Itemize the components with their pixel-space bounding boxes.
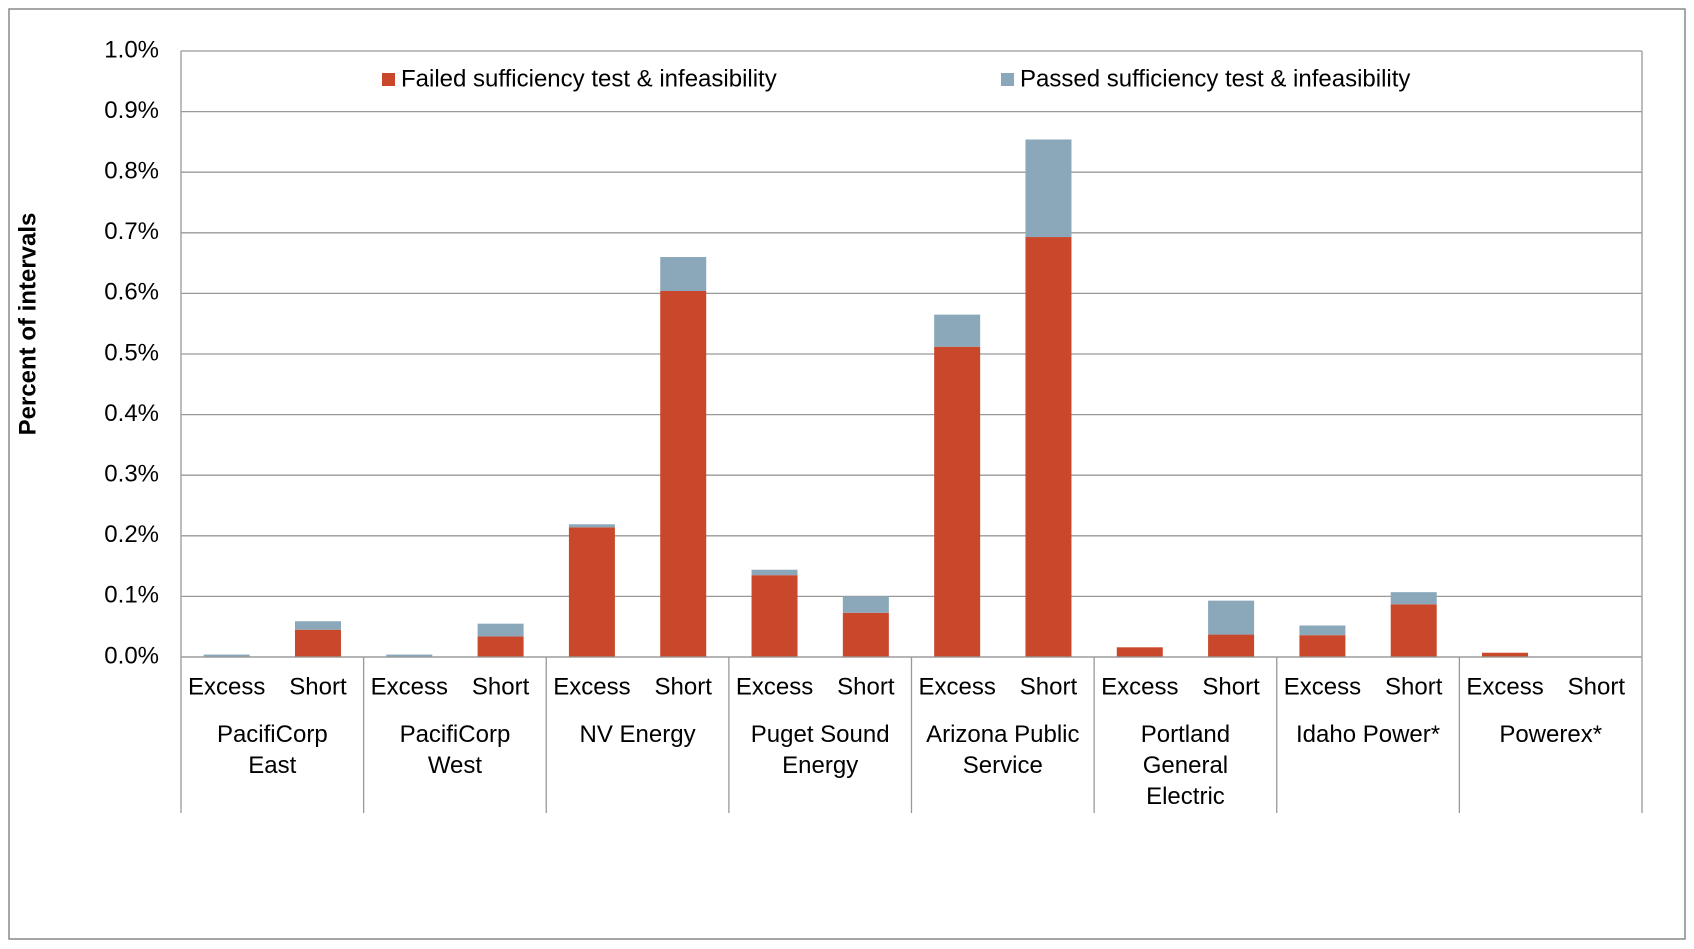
group-label-line: East — [248, 752, 296, 779]
x-tick-label: Short — [837, 673, 895, 700]
bar-segment — [751, 569, 798, 576]
bar-segment — [934, 346, 981, 657]
group-label-line: Powerex* — [1499, 721, 1602, 748]
x-tick-label: Excess — [918, 673, 995, 700]
group-label: Arizona Public Service — [926, 721, 1079, 779]
group-label-line: Portland — [1141, 721, 1230, 748]
x-tick-label: Excess — [736, 673, 813, 700]
y-tick-label: 0.7% — [104, 218, 159, 245]
bar-segment — [1208, 600, 1255, 635]
group-label-line: Idaho Power* — [1296, 721, 1440, 748]
bar-segment — [842, 612, 889, 657]
bar-segment — [1116, 647, 1163, 657]
y-tick-label: 1.0% — [104, 36, 159, 63]
bar-segment — [1208, 634, 1255, 657]
bar-segment — [1299, 635, 1346, 657]
bar-segment — [1025, 237, 1072, 658]
bar-segment — [294, 629, 341, 657]
group-label-line: Energy — [782, 752, 858, 779]
group-label-line: General — [1143, 752, 1228, 779]
group-label: PacifiCorp East — [217, 721, 328, 779]
bar-segment — [1025, 139, 1072, 238]
group-label-line: Service — [963, 752, 1043, 779]
legend-label: Failed sufficiency test & infeasibility — [401, 65, 777, 92]
legend-swatch — [1001, 73, 1014, 86]
group-label: PacifiCorp West — [400, 721, 511, 779]
bar-segment — [751, 575, 798, 657]
bar-segment — [294, 621, 341, 630]
x-tick-label: Short — [1385, 673, 1443, 700]
x-tick-label: Short — [1568, 673, 1626, 700]
group-label: Idaho Power* — [1296, 721, 1440, 748]
group-label-line: PacifiCorp — [400, 721, 511, 748]
group-label-line: PacifiCorp — [217, 721, 328, 748]
x-tick-label: Excess — [1284, 673, 1361, 700]
x-tick-label: Excess — [371, 673, 448, 700]
x-tick-label: Short — [472, 673, 530, 700]
x-tick-label: Excess — [553, 673, 630, 700]
bar-segment — [1390, 592, 1437, 605]
bar-segment — [660, 257, 707, 291]
group-label: NV Energy — [580, 721, 696, 748]
x-tick-label: Excess — [1466, 673, 1543, 700]
group-label: Portland General Electric — [1141, 721, 1230, 810]
legend-swatch — [382, 73, 395, 86]
bar-segment — [477, 623, 524, 637]
group-label-line: NV Energy — [580, 721, 696, 748]
y-tick-label: 0.3% — [104, 461, 159, 488]
bar-segment — [934, 314, 981, 347]
y-tick-label: 0.0% — [104, 642, 159, 669]
bar-segment — [1482, 652, 1529, 657]
bar-segment — [842, 596, 889, 613]
group-label-line: Electric — [1146, 783, 1225, 810]
y-tick-label: 0.5% — [104, 339, 159, 366]
bar-segment — [568, 524, 615, 528]
y-tick-label: 0.1% — [104, 582, 159, 609]
y-tick-label: 0.8% — [104, 158, 159, 185]
bar-segment — [203, 654, 250, 657]
y-tick-label: 0.4% — [104, 400, 159, 427]
legend-label: Passed sufficiency test & infeasibility — [1020, 65, 1410, 92]
x-tick-label: Excess — [1101, 673, 1178, 700]
y-tick-label: 0.6% — [104, 279, 159, 306]
x-tick-label: Short — [289, 673, 347, 700]
group-label: Puget Sound Energy — [751, 721, 890, 779]
bar-segment — [1299, 625, 1346, 636]
bar-segment — [568, 527, 615, 657]
y-tick-label: 0.2% — [104, 521, 159, 548]
bar-segment — [477, 636, 524, 657]
bar-segment — [1390, 604, 1437, 657]
group-label-line: Arizona Public — [926, 721, 1079, 748]
group-label: Powerex* — [1499, 721, 1602, 748]
y-axis-title: Percent of intervals — [14, 213, 41, 436]
x-tick-label: Excess — [188, 673, 265, 700]
group-label-line: Puget Sound — [751, 721, 890, 748]
bar-segment — [660, 290, 707, 657]
group-label-line: West — [428, 752, 483, 779]
bar-segment — [386, 654, 433, 657]
chart-frame — [8, 8, 1686, 940]
y-tick-label: 0.9% — [104, 97, 159, 124]
x-tick-label: Short — [1202, 673, 1260, 700]
x-tick-label: Short — [655, 673, 713, 700]
x-tick-label: Short — [1020, 673, 1078, 700]
